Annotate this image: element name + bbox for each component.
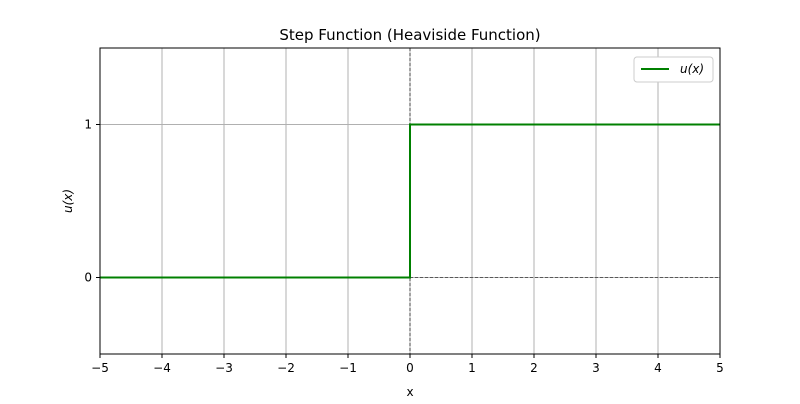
x-axis-ticks: −5 −4 −3 −2 −1 0 1 2 3 4 5 bbox=[91, 354, 724, 375]
x-tick-label-6: 1 bbox=[468, 361, 476, 375]
x-tick-label-2: −3 bbox=[215, 361, 233, 375]
x-tick-label-9: 4 bbox=[654, 361, 662, 375]
x-tick-label-1: −4 bbox=[153, 361, 171, 375]
legend-label: u(x) bbox=[680, 62, 704, 76]
x-tick-label-7: 2 bbox=[530, 361, 538, 375]
x-axis-label: x bbox=[406, 385, 413, 399]
legend: u(x) bbox=[633, 56, 714, 83]
x-tick-label-0: −5 bbox=[91, 361, 109, 375]
series-line-0 bbox=[100, 123, 720, 279]
x-tick-label-5: 0 bbox=[406, 361, 414, 375]
legend-box bbox=[633, 56, 714, 83]
chart-title: Step Function (Heaviside Function) bbox=[279, 26, 540, 44]
x-tick-label-8: 3 bbox=[592, 361, 600, 375]
y-axis-label: u(x) bbox=[61, 189, 75, 213]
y-tick-label-0: 0 bbox=[84, 271, 92, 285]
y-axis-ticks: 01 bbox=[84, 118, 100, 285]
x-tick-label-10: 5 bbox=[716, 361, 724, 375]
series-layer bbox=[100, 123, 720, 279]
x-tick-label-3: −2 bbox=[277, 361, 295, 375]
x-tick-label-4: −1 bbox=[339, 361, 357, 375]
y-tick-label-1: 1 bbox=[84, 118, 92, 132]
